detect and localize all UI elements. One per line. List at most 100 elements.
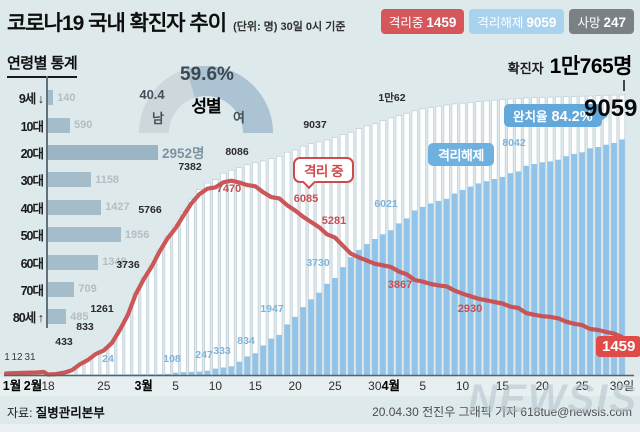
age-value: 2952명	[162, 146, 205, 162]
age-axis-line	[46, 76, 48, 328]
x-axis-tick: 15	[249, 379, 263, 393]
confirmed-total: 확진자 1만765명	[507, 50, 633, 80]
data-point-label: 433	[55, 336, 73, 348]
released-bar	[435, 200, 442, 375]
released-bar	[595, 147, 601, 375]
x-axis-tick: 30	[368, 379, 382, 393]
data-point-label: 247	[195, 349, 213, 361]
x-axis-tick: 25	[97, 379, 111, 393]
data-point-label: 9037	[303, 119, 327, 131]
released-bar	[579, 152, 585, 375]
released-bar	[292, 316, 298, 375]
x-axis-tick: 10	[456, 379, 470, 393]
released-bar	[140, 374, 147, 375]
released-bar	[348, 257, 354, 375]
data-point-label: 3867	[388, 279, 412, 291]
x-axis-tick: 30일	[610, 379, 634, 393]
age-bar	[48, 309, 67, 325]
released-bar	[284, 324, 290, 375]
credit-line: 20.04.30 전진우 그래픽 기자 618tue@newsis.com	[372, 405, 632, 419]
age-row: 9세 ↓ 140	[7, 84, 237, 111]
released-bar	[611, 142, 617, 375]
confirmed-bar	[132, 292, 139, 376]
released-bar	[555, 159, 561, 375]
data-point-label: 2930	[458, 303, 482, 315]
released-bar	[156, 374, 163, 375]
confirmed-total-value: 1만765명	[549, 55, 633, 78]
cure-rate-bubble: 완치율 84.2%	[504, 104, 608, 127]
released-bar	[260, 345, 266, 375]
x-axis-tick: 20	[536, 379, 550, 393]
age-row: 30대 1158	[7, 166, 237, 193]
gender-female-label: 여	[233, 110, 245, 125]
released-bar	[475, 183, 482, 375]
age-value: 590	[74, 119, 93, 132]
confirmed-bar	[140, 277, 147, 376]
age-category-label: 70대	[20, 283, 44, 298]
age-row: 80세 ↑ 485	[7, 303, 237, 330]
confirmed-total-label: 확진자	[507, 61, 544, 76]
status-badges: 격리중 1459 격리해제 9059 사망 247	[380, 9, 634, 34]
age-row: 20대 2952명	[7, 139, 237, 166]
released-bar	[220, 367, 227, 375]
x-axis-tick: 15	[496, 379, 510, 393]
badge-released: 격리해제 9059	[469, 9, 565, 34]
age-bar	[48, 227, 121, 243]
confirmed-bar	[188, 198, 195, 376]
age-category-label: 20대	[20, 146, 44, 161]
pre-period-marker: 12	[11, 352, 23, 363]
released-bar	[396, 223, 402, 375]
age-category-label: 30대	[20, 174, 44, 189]
confirmed-bar	[196, 188, 203, 376]
age-bar-chart: 9세 ↓ 140 10대 590 20대 2952명 30대 1158 40대 1427 50대 19…	[7, 84, 237, 331]
released-bar	[196, 371, 203, 375]
released-bar	[132, 374, 139, 375]
released-bar	[619, 139, 625, 375]
bottom-strip	[0, 424, 640, 432]
age-value: 1158	[95, 173, 120, 186]
age-value: 1427	[105, 201, 130, 214]
age-value: 140	[57, 91, 76, 104]
age-panel-title: 연령별 통계	[7, 52, 78, 78]
released-bar	[180, 372, 187, 375]
released-bar	[204, 370, 211, 375]
confirmed-bar	[204, 182, 211, 376]
released-bar	[340, 267, 346, 375]
data-point-label: 24	[102, 353, 114, 365]
confirmed-bar	[180, 211, 187, 376]
released-bar	[491, 179, 498, 375]
released-total-value: 9059	[584, 95, 638, 122]
isolated-line	[3, 178, 625, 377]
released-bar	[316, 292, 322, 375]
age-value: 1348	[102, 256, 127, 269]
age-bar	[48, 172, 92, 188]
gender-male-value: 40.4	[139, 87, 165, 102]
confirmed-bar	[148, 264, 155, 376]
released-bar	[188, 371, 195, 375]
confirmed-pointer-tick	[623, 80, 625, 91]
age-value: 485	[70, 310, 89, 323]
released-bar	[172, 372, 179, 375]
x-axis-tick: 5	[419, 379, 426, 393]
age-bar	[48, 254, 99, 270]
data-point-label: 5766	[138, 204, 162, 216]
age-value: 1956	[124, 228, 150, 241]
released-bar	[252, 353, 259, 375]
released-bar	[380, 234, 386, 375]
data-point-label: 6021	[374, 198, 398, 210]
released-bar	[515, 171, 522, 375]
age-bar	[48, 117, 70, 133]
newsis-watermark: NEWSIS	[468, 377, 638, 421]
released-bar	[403, 218, 410, 375]
age-category-label: 60대	[20, 256, 44, 271]
released-bar	[563, 156, 569, 375]
x-axis-tick: 25	[328, 379, 342, 393]
age-category-label: 9세 ↓	[18, 92, 44, 107]
age-value: 709	[78, 283, 97, 296]
unit-note: (단위: 명) 30일 0시 기준	[233, 21, 346, 33]
confirmed-bar	[156, 249, 163, 376]
data-point-label: 833	[76, 321, 94, 333]
data-point-label: 3736	[116, 259, 140, 271]
